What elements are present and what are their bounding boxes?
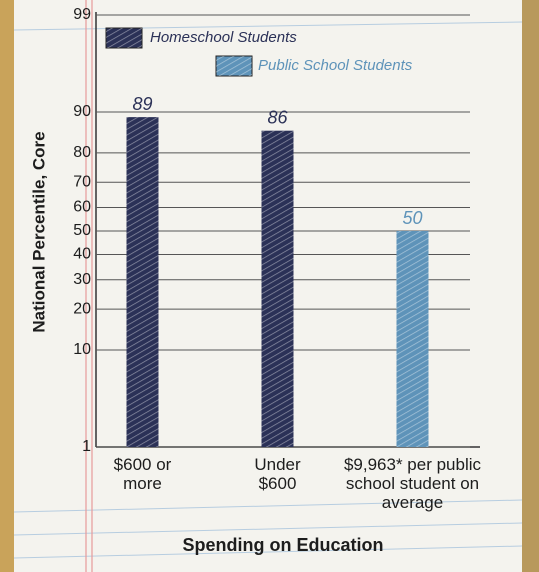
value-label: 89 bbox=[132, 94, 152, 114]
y-tick-label: 90 bbox=[73, 103, 91, 120]
x-axis-label: Spending on Education bbox=[183, 535, 384, 555]
legend-hatch bbox=[106, 28, 142, 48]
page: National Percentile, Core Spending on Ed… bbox=[0, 0, 539, 572]
legend-label: Homeschool Students bbox=[150, 29, 297, 46]
y-tick-label: 40 bbox=[73, 246, 91, 263]
y-tick-label: 99 bbox=[73, 6, 91, 23]
legend-label: Public School Students bbox=[258, 57, 413, 74]
x-tick-label: Under $600 bbox=[238, 455, 318, 493]
value-label: 86 bbox=[267, 107, 288, 127]
bar-hatch bbox=[397, 231, 429, 447]
y-tick-label: 20 bbox=[73, 300, 91, 317]
y-axis-label: National Percentile, Core bbox=[29, 131, 48, 332]
bar-hatch bbox=[262, 131, 294, 447]
legend-hatch bbox=[216, 56, 252, 76]
bar-hatch bbox=[127, 117, 159, 447]
paper-edge bbox=[522, 0, 539, 572]
paper-edge bbox=[0, 0, 14, 572]
value-label: 50 bbox=[402, 208, 422, 228]
x-tick-label: $9,963* per public school student on ave… bbox=[338, 455, 488, 512]
y-tick-label: 70 bbox=[73, 174, 91, 191]
y-tick-label: 50 bbox=[73, 222, 91, 239]
y-tick-label: 80 bbox=[73, 144, 91, 161]
y-tick-label: 60 bbox=[73, 199, 91, 216]
y-tick-label: 30 bbox=[73, 271, 91, 288]
y-tick-label: 10 bbox=[73, 341, 91, 358]
x-tick-label: $600 or more bbox=[103, 455, 183, 493]
y-tick-label: 1 bbox=[82, 438, 91, 455]
